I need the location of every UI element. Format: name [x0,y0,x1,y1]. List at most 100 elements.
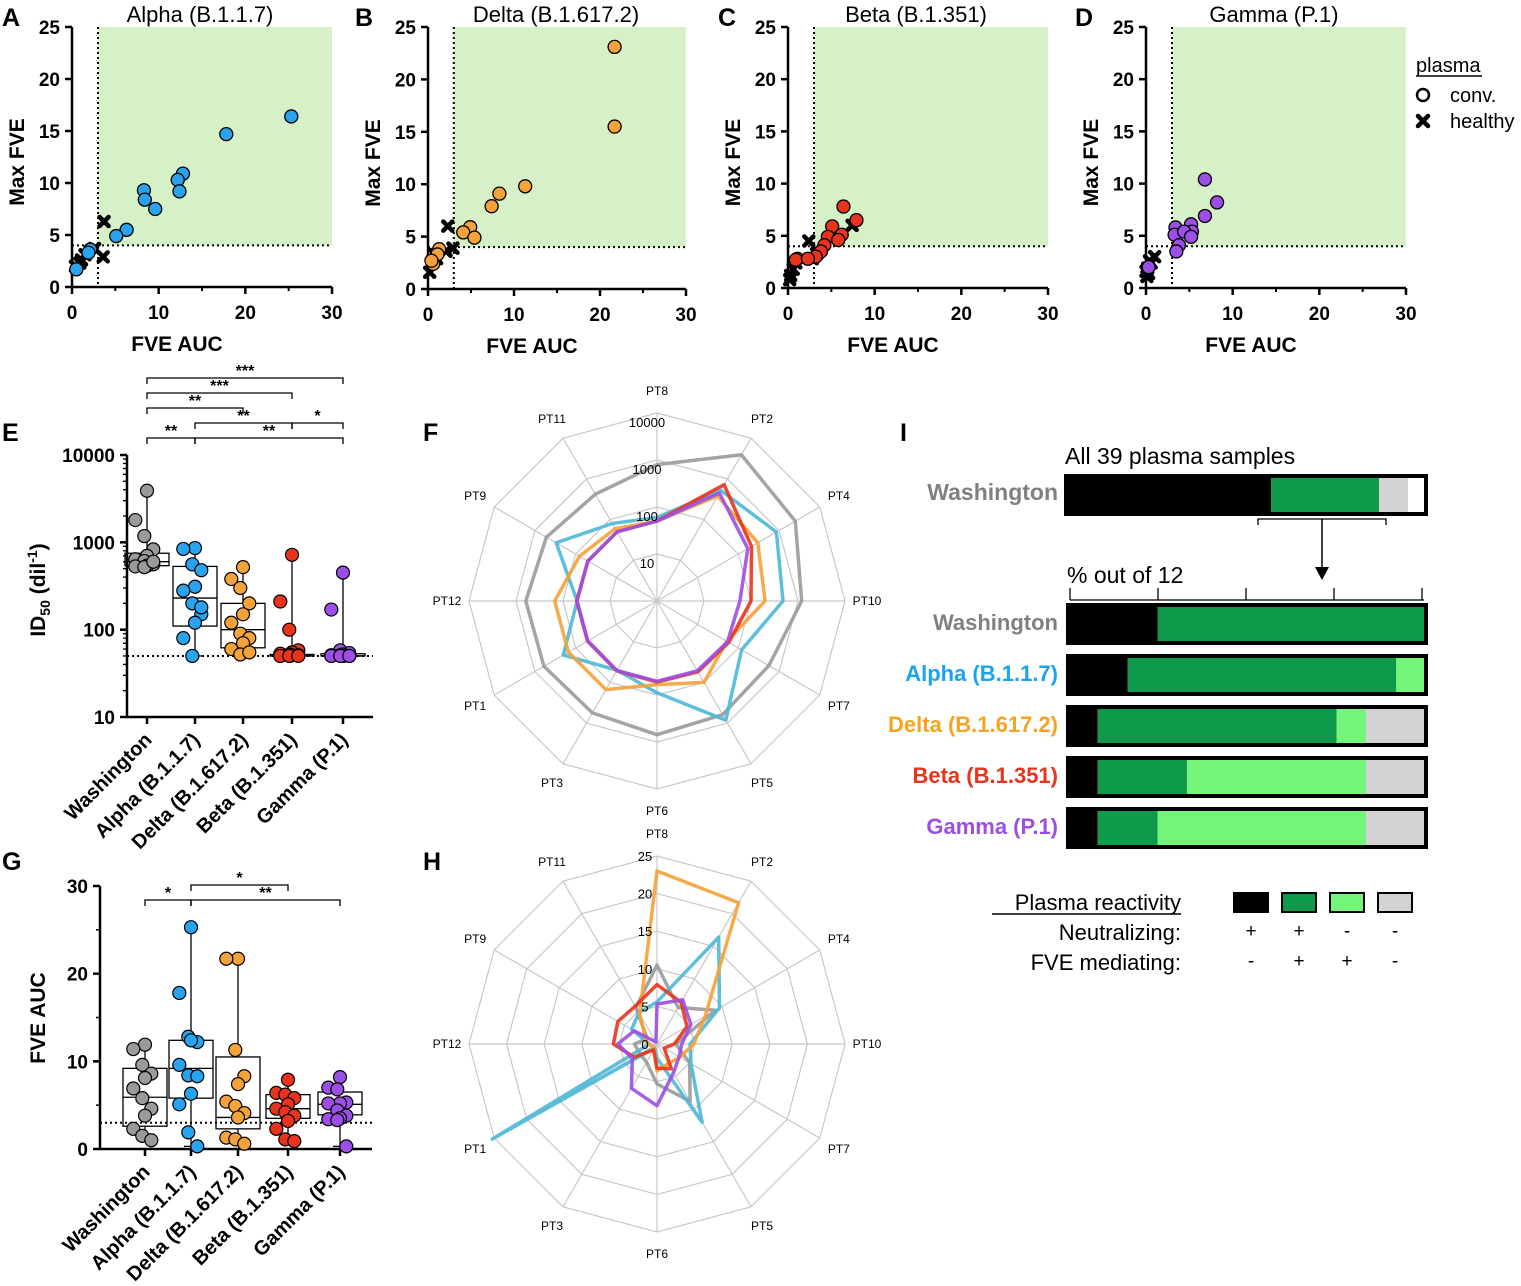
radar-axis-label: PT5 [751,1219,773,1233]
radar-ring-label: 20 [638,887,652,902]
x-tick-label: 20 [1309,304,1330,325]
radar-spoke [562,600,658,765]
y-tick-label: 10000 [62,446,115,467]
panel-title: Alpha (B.1.1.7) [127,2,274,27]
y-tick-label: 0 [765,279,776,300]
conv-point [492,186,507,201]
radar-spoke [656,506,821,602]
y-tick-label: 30 [67,877,88,898]
y-tick-label: 15 [1113,122,1135,143]
x-tick-label: 10 [503,305,524,326]
conv-point [148,201,163,217]
panel-title: Delta (B.1.617.2) [473,2,639,27]
panel-letter-c: C [718,4,736,32]
data-point [135,1057,150,1072]
conv-point [119,222,134,237]
data-point [230,1110,246,1125]
healthy-point [1415,113,1431,129]
radar-ring-label: 10000 [629,415,665,430]
bar-label: Beta (B.1.351) [912,763,1058,788]
bar-segment-neut-fve [1097,809,1158,847]
bar-segment-neither [1366,758,1426,796]
significance-bracket [146,377,344,384]
bar-segment-neither [1366,809,1426,847]
legend-circle-icon [1415,87,1431,103]
x-axis-title: FVE AUC [486,335,577,358]
healthy-point [441,219,455,233]
y-title-superscript: -1 [24,550,40,563]
conv-point [831,232,846,248]
y-tick-label: 10 [755,175,776,196]
data-point [137,1037,153,1052]
data-point [190,1069,205,1084]
legend-sign: - [1392,951,1398,972]
legend-conv-label: conv. [1450,85,1496,107]
data-point [194,563,209,578]
y-tick-label: 10 [94,708,115,729]
conv-point [607,119,622,134]
legend-title: plasma [1416,55,1481,77]
data-point [187,615,203,630]
x-tick-label: 10 [1222,304,1243,325]
x-axis-title: FVE AUC [847,334,938,357]
bar-segment-neut-fve [1157,605,1426,643]
data-point [230,951,246,966]
bar-outline [1066,807,1428,849]
x-tick-label: 30 [1395,304,1416,325]
data-point [183,920,199,935]
x-tick-label: 0 [783,304,794,325]
legend-title: Plasma reactivity [1015,890,1181,915]
data-point [330,1112,345,1128]
radar-axis-label: PT9 [464,489,486,503]
data-point [172,985,187,1001]
radar-axis-label: PT2 [751,412,773,426]
positive-zone [814,27,1048,247]
conv-point [607,39,622,55]
x-tick-label: 10 [148,303,169,324]
conv-point [836,199,851,214]
plasma-legend: plasma conv. healthy [1415,55,1515,133]
data-point [291,648,306,664]
significance-label: * [314,408,321,425]
radar-axis-label: PT11 [538,855,566,869]
radar-spoke [493,600,658,696]
data-point [237,1136,252,1151]
legend-row-label: FVE mediating: [1031,950,1181,975]
data-point [235,560,251,575]
conv-point [1169,244,1184,259]
x-tick-label: 30 [675,305,696,326]
data-point [137,1108,153,1123]
radar-spoke [493,949,658,1045]
y-tick-label: 10 [39,174,60,195]
legend-sign: + [1293,921,1304,942]
data-point [181,1125,196,1140]
positive-zone [1172,27,1406,247]
y-tick-label: 10 [395,175,416,196]
y-title-end: ) [27,543,50,550]
panel-letter-d: D [1075,4,1093,32]
panel-letter-g: G [2,848,21,876]
radar-axis-label: PT8 [646,827,668,841]
bar-outline [1064,474,1428,516]
data-point [128,512,143,528]
conv-point [788,252,803,267]
positive-zone [453,27,686,248]
significance-bracket [194,437,344,444]
data-point [176,541,191,557]
y-tick-label: 5 [765,227,776,248]
sub-title: % out of 12 [1067,562,1183,588]
significance-label: * [165,885,172,902]
bar-segment-fve-only [1157,809,1367,847]
stacked-bar-panel-i: All 39 plasma samples Washington % out of … [888,443,1428,975]
data-point [332,1070,348,1085]
y-title-subscript: 50 [37,600,53,616]
significance-bracket [146,392,293,399]
conv-point [137,192,152,207]
y-tick-label: 20 [67,965,88,986]
y-tick-label: 1000 [73,533,115,554]
y-tick-label: 0 [77,1140,88,1161]
y-tick-label: 100 [83,621,115,642]
